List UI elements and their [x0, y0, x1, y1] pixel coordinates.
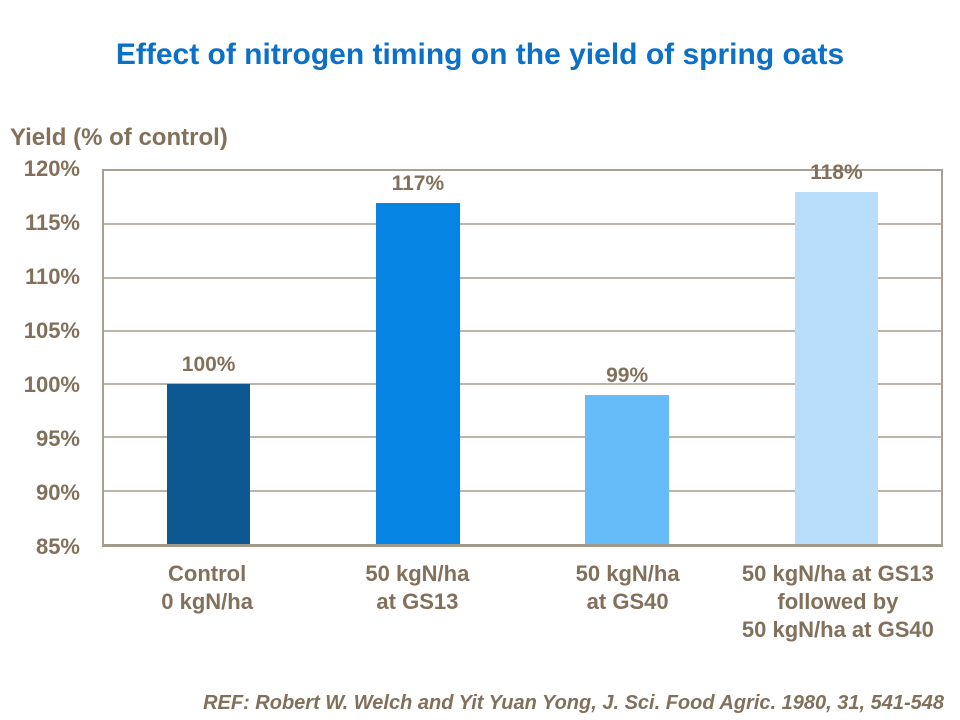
bar-1: 100%	[166, 353, 251, 544]
y-tick-label: 95%	[35, 426, 80, 452]
bars: 100% 117% 99% 118%	[104, 161, 941, 544]
gridline	[104, 329, 941, 332]
y-axis: 85% 90% 95% 100% 105% 110% 115% 120%	[0, 156, 80, 559]
chart-title: Effect of nitrogen timing on the yield o…	[115, 38, 845, 71]
y-tick-label: 110%	[24, 264, 80, 289]
gridline	[104, 276, 941, 279]
reference-citation: REF: Robert W. Welch and Yit Yuan Yong, …	[203, 692, 944, 714]
bar-slot: 118%	[732, 161, 941, 544]
category-label: 50 kgN/ha at GS40	[575, 561, 680, 614]
x-axis-labels: Control 0 kgN/ha 50 kgN/ha at GS13 50 kgN/…	[102, 560, 943, 644]
category-label: 50 kgN/ha at GS13	[365, 561, 470, 614]
y-tick-label: 120%	[23, 156, 80, 181]
bar-value-label: 117%	[391, 171, 445, 195]
gridline	[104, 436, 941, 439]
y-axis-title: Yield (% of control)	[10, 124, 228, 151]
bar-2: 117%	[376, 172, 460, 544]
bar-3: 99%	[585, 364, 669, 544]
category-label: Control 0 kgN/ha	[161, 561, 253, 614]
y-tick-label: 100%	[23, 372, 80, 397]
bar-slot: 117%	[313, 171, 522, 544]
bar-value-label: 100%	[181, 353, 236, 377]
bar-4: 118%	[794, 161, 879, 544]
bar-slot: 99%	[523, 171, 732, 544]
bar-value-label: 99%	[606, 363, 649, 387]
y-tick-label: 85%	[35, 534, 80, 559]
y-tick-label: 90%	[35, 480, 80, 506]
gridline	[104, 489, 941, 492]
category-label: 50 kgN/ha at GS13 followed by 50 kgN/ha …	[741, 561, 934, 642]
bar-slot: 100%	[104, 171, 313, 544]
gridline	[104, 383, 941, 386]
gridline	[104, 223, 941, 226]
plot-area: 100% 117% 99% 118%	[102, 161, 943, 547]
y-tick-label: 105%	[23, 318, 80, 344]
bar-value-label: 118%	[810, 161, 863, 185]
y-tick-label: 115%	[24, 210, 80, 235]
